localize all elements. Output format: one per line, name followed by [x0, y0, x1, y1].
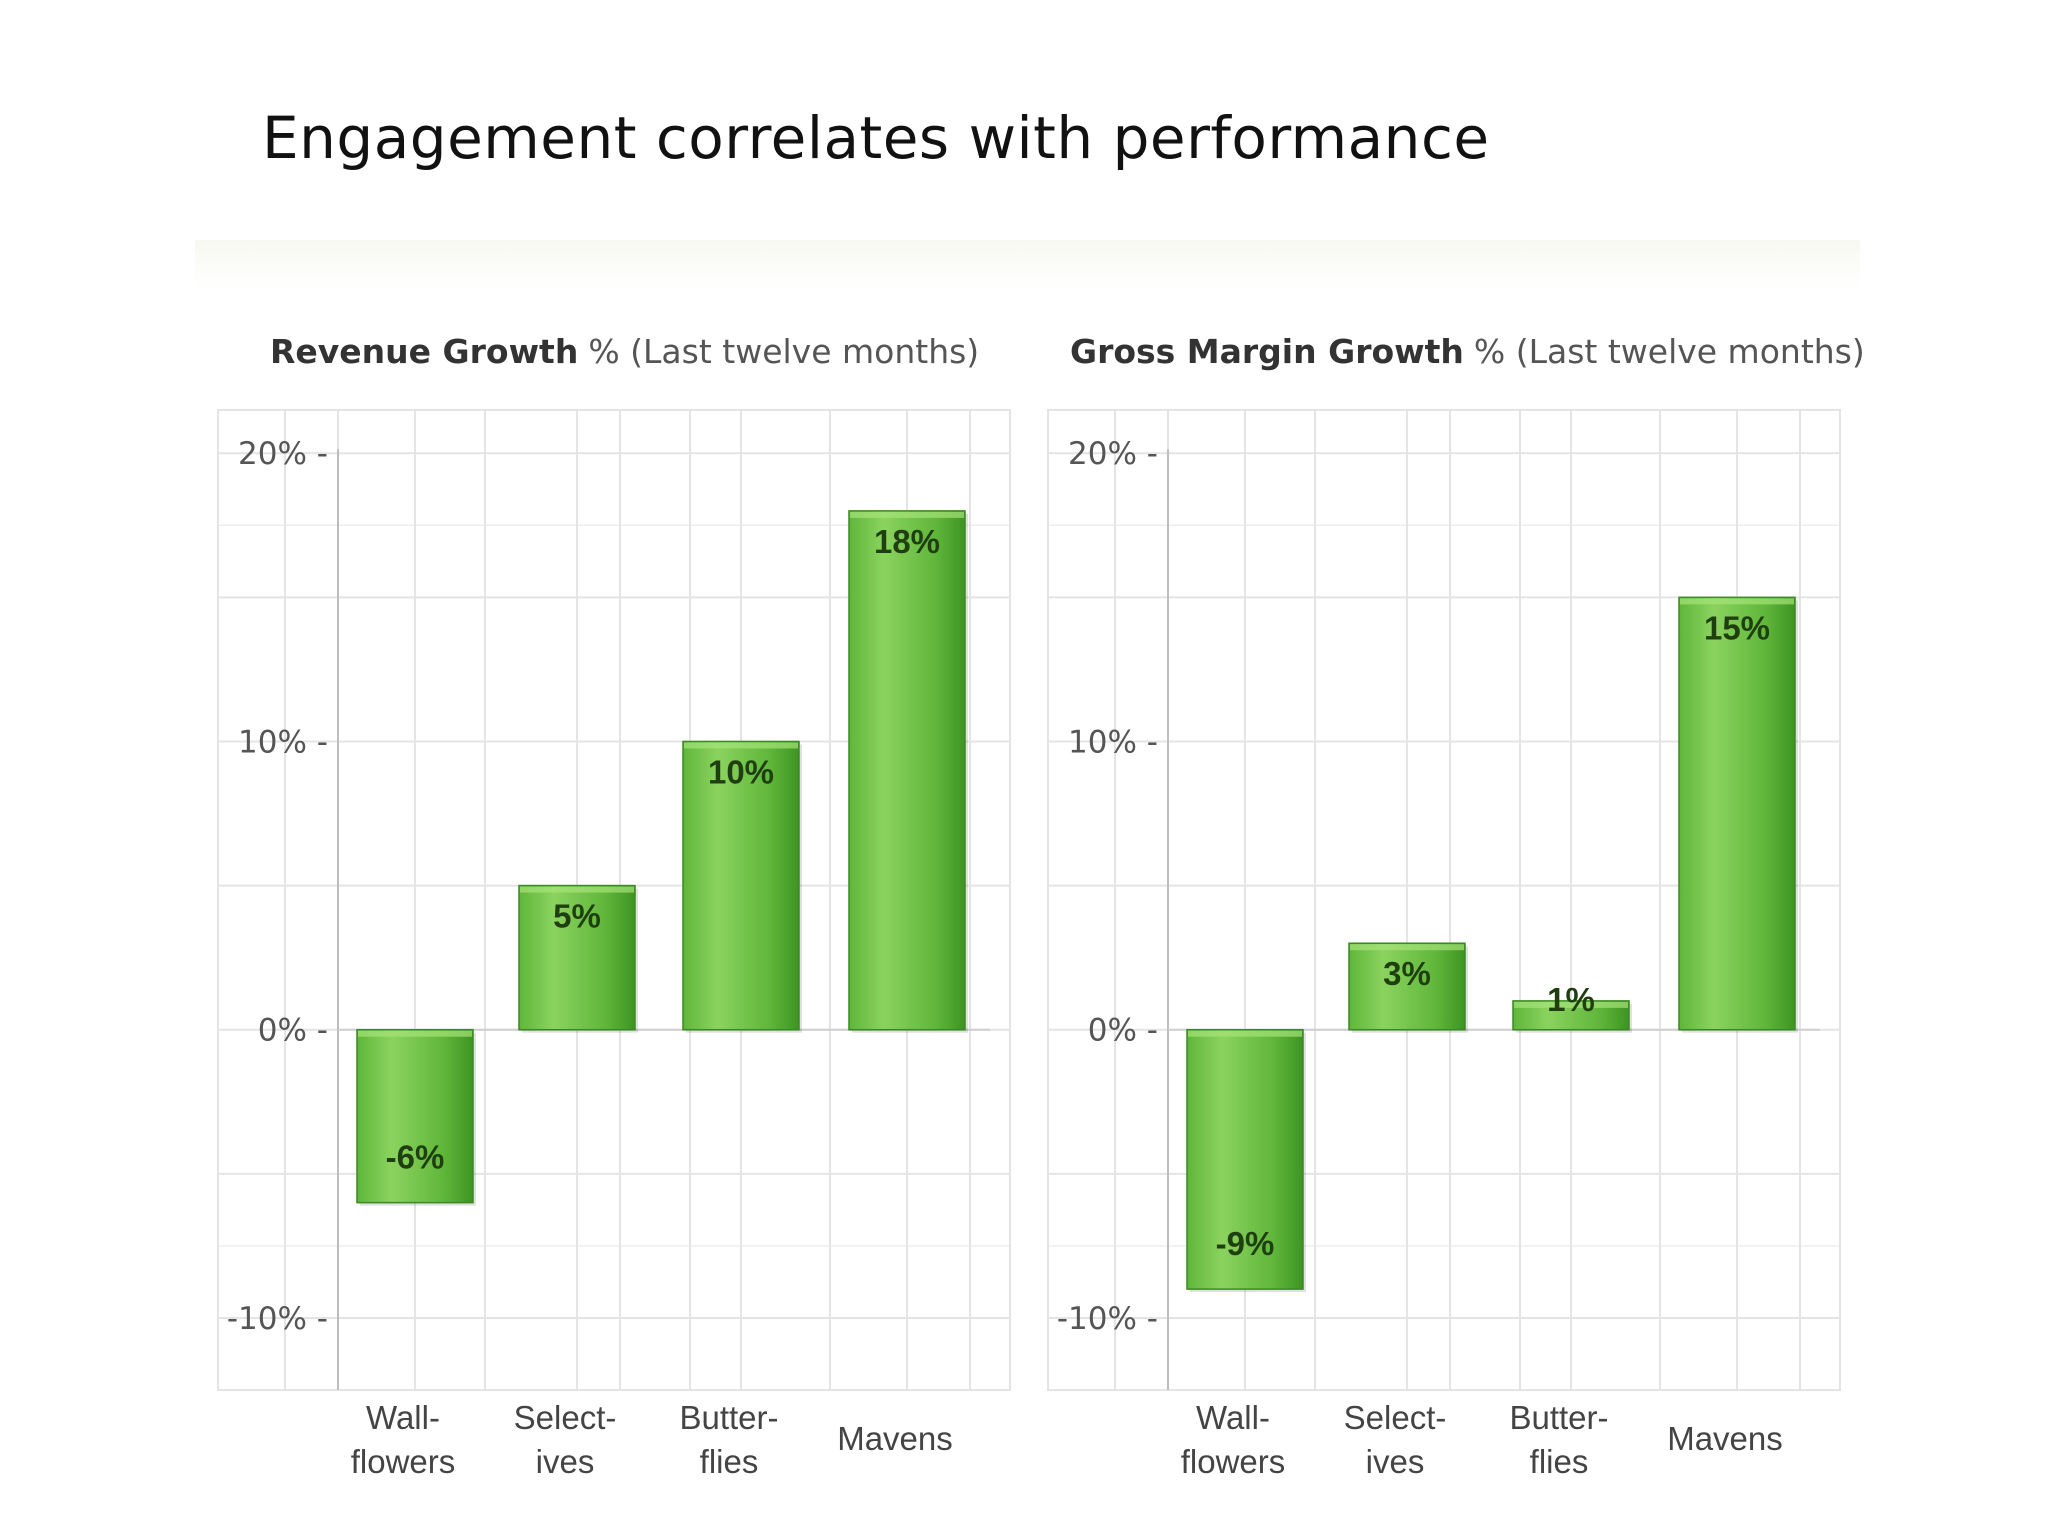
bar [848, 510, 966, 1031]
bar [1186, 1028, 1304, 1290]
gross-margin-growth-chart-svg: Gross Margin Growth % (Last twelve months… [1047, 332, 1865, 1480]
category-label: Butter- [679, 1399, 778, 1436]
chart-title: Gross Margin Growth % (Last twelve months… [1070, 332, 1865, 371]
bar-highlight [1188, 1030, 1302, 1037]
y-tick-label: 20% - [1068, 436, 1158, 472]
data-label: 3% [1383, 955, 1431, 992]
bar-highlight [520, 886, 634, 893]
data-label: -9% [1216, 1225, 1275, 1262]
category-label: ives [536, 1443, 595, 1480]
slide-title: Engagement correlates with performance [262, 104, 1490, 172]
y-tick-label: 10% - [1068, 724, 1158, 760]
bar-highlight [1514, 1001, 1628, 1008]
bar-highlight [1680, 598, 1794, 605]
y-tick-label: 20% - [238, 436, 328, 472]
category-label: Select- [1344, 1399, 1447, 1436]
bar [1348, 942, 1466, 1031]
category-label: flowers [1181, 1443, 1286, 1480]
data-label: 10% [708, 753, 774, 790]
y-tick-label: 0% - [1088, 1013, 1158, 1049]
category-label: Mavens [1667, 1420, 1783, 1457]
category-label: flowers [351, 1443, 456, 1480]
bar [518, 884, 636, 1031]
bar-highlight [358, 1030, 472, 1037]
category-label: flies [1530, 1443, 1589, 1480]
category-label: Select- [514, 1399, 617, 1436]
chart-title-main: Gross Margin Growth [1070, 332, 1464, 371]
chart-title-suffix: % (Last twelve months) [588, 332, 979, 371]
data-label: 15% [1704, 609, 1770, 646]
y-tick-label: -10% - [1057, 1301, 1158, 1337]
category-label: Wall- [1196, 1399, 1270, 1436]
data-label: 5% [553, 898, 601, 935]
revenue-growth-chart-svg: Revenue Growth % (Last twelve months) -10%… [217, 332, 1011, 1480]
chart-title: Revenue Growth % (Last twelve months) [270, 332, 979, 371]
data-label: 18% [874, 523, 940, 560]
y-tick-label: 0% - [258, 1013, 328, 1049]
chart-title-main: Revenue Growth [270, 332, 578, 371]
bar [1678, 596, 1796, 1031]
category-label: ives [1366, 1443, 1425, 1480]
revenue-growth-chart: Revenue Growth % (Last twelve months) -10%… [210, 330, 1011, 1520]
bar-highlight [684, 742, 798, 749]
category-label: Butter- [1509, 1399, 1608, 1436]
gross-margin-growth-chart: Gross Margin Growth % (Last twelve months… [1040, 330, 1865, 1520]
bar-highlight [850, 511, 964, 518]
data-label: -6% [386, 1139, 445, 1176]
bar [682, 740, 800, 1031]
category-label: Mavens [837, 1420, 953, 1457]
data-label: 1% [1547, 981, 1595, 1018]
y-tick-label: 10% - [238, 724, 328, 760]
bar [356, 1028, 474, 1204]
bar-highlight [1350, 944, 1464, 951]
y-tick-label: -10% - [227, 1301, 328, 1337]
category-label: Wall- [366, 1399, 440, 1436]
category-label: flies [700, 1443, 759, 1480]
chart-title-suffix: % (Last twelve months) [1474, 332, 1865, 371]
